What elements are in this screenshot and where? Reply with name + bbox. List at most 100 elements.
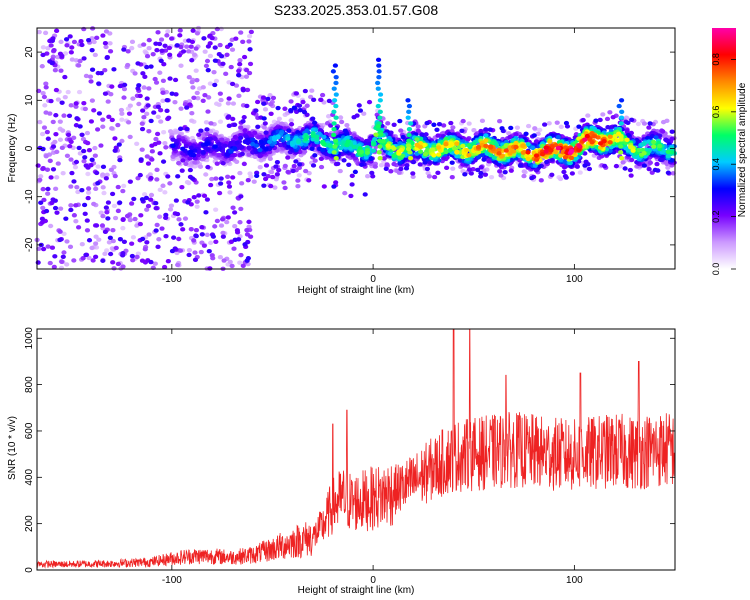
spectrogram-cell: [40, 52, 46, 58]
spectrogram-cell: [424, 120, 430, 126]
spectrogram-cell: [193, 46, 199, 51]
spectrogram-cell: [267, 139, 273, 144]
spectrogram-cell: [230, 175, 236, 180]
spectrogram-cell: [617, 164, 623, 169]
spectrogram-cell: [144, 64, 150, 70]
spectrogram-cell: [189, 58, 195, 63]
spectrogram-cell: [146, 37, 152, 43]
spectrogram-cell: [230, 101, 237, 106]
spectrogram-cell: [186, 252, 192, 258]
spectrogram-cell: [333, 80, 339, 86]
spectrogram-cell: [37, 119, 43, 125]
spectrogram-cell: [44, 167, 51, 172]
spectrogram-cell: [77, 124, 83, 129]
spectrogram-cell: [50, 167, 57, 172]
spectrogram-cell: [51, 264, 57, 270]
spectrogram-cell: [267, 149, 273, 155]
spectrogram-cell: [619, 109, 625, 115]
spectrogram-cell: [172, 99, 178, 105]
spectrogram-cell: [200, 98, 206, 103]
spectrogram-cell: [100, 172, 106, 177]
spectrogram-cell: [627, 167, 633, 173]
spectrogram-cell: [144, 207, 150, 212]
spectrogram-cell: [525, 142, 531, 147]
spectrogram-cell: [497, 118, 503, 124]
spectrogram-cell: [378, 163, 385, 168]
spectrogram-cell: [614, 138, 621, 143]
spectrogram-cell: [186, 38, 192, 43]
spectrogram-cell: [288, 118, 294, 123]
spectrogram-cell: [191, 238, 197, 243]
spectrogram-cell: [344, 122, 350, 128]
spectrogram-cell: [517, 163, 524, 168]
spectrogram-cell: [227, 42, 233, 47]
spectrogram-cell: [276, 116, 282, 121]
spectrogram-cell: [209, 253, 215, 258]
spectrogram-cell: [45, 136, 51, 141]
spectrogram-cell: [405, 143, 412, 148]
spectrogram-cell: [352, 169, 358, 175]
spectrogram-cell: [108, 167, 114, 173]
spectrogram-cell: [95, 164, 101, 169]
spectrogram-cell: [86, 238, 93, 243]
spectrogram-cell: [665, 165, 671, 170]
spectrogram-cell: [55, 97, 61, 102]
spectrogram-cell: [281, 180, 287, 185]
spectrogram-cell: [186, 180, 192, 186]
spectrogram-cell: [130, 235, 137, 240]
spectrogram-cell: [221, 258, 227, 263]
spectrogram-cell: [45, 244, 51, 249]
spectrogram-cell: [483, 133, 489, 138]
spectrogram-cell: [50, 144, 57, 149]
spectrogram-cell: [285, 136, 291, 141]
spectrogram-cell: [175, 262, 181, 268]
spectrogram-cell: [365, 173, 371, 179]
spectrogram-cell: [173, 92, 179, 97]
spectrogram-cell: [169, 248, 176, 254]
spectrogram-cell: [263, 139, 269, 144]
spectrogram-cell: [309, 88, 315, 93]
spectrogram-cell: [333, 92, 339, 97]
spectrogram-cell: [205, 44, 211, 49]
spectrogram-cell: [81, 148, 87, 154]
spectrogram-cell: [86, 186, 92, 191]
spectrogram-cell: [117, 237, 123, 242]
spectrogram-cell: [228, 140, 234, 146]
spectrogram-cell: [160, 183, 166, 188]
spectrogram-cell: [176, 53, 183, 58]
spectrogram-cell: [443, 136, 449, 142]
spectrogram-cell: [261, 172, 267, 177]
spectrogram-cell: [105, 99, 111, 104]
spectrogram-cell: [346, 162, 352, 167]
spectrogram-cell: [201, 243, 207, 248]
spectrogram-cell: [424, 166, 430, 172]
spectrogram-cell: [513, 144, 519, 150]
spectrogram-cell: [276, 167, 282, 173]
spectrogram-cell: [670, 171, 676, 176]
spectrogram-cell: [302, 88, 308, 94]
spectrogram-cell: [82, 211, 88, 217]
spectrogram-cell: [83, 73, 90, 79]
spectrogram-cell: [491, 155, 497, 160]
spectrogram-cell: [77, 58, 83, 64]
spectrogram-cell: [129, 45, 135, 51]
spectrogram-cell: [167, 207, 174, 212]
snr-y-tick-label: 600: [24, 422, 35, 439]
spectrogram-cell: [200, 149, 206, 155]
spectrogram-cell: [297, 107, 303, 113]
spectrogram-cell: [282, 106, 288, 111]
spectrogram-cell: [669, 129, 675, 134]
spectrogram-cell: [333, 180, 339, 185]
spectrogram-cell: [454, 149, 460, 155]
spectrogram-cell: [384, 162, 390, 167]
spectrogram-cell: [192, 257, 199, 262]
spectrogram-cell: [38, 200, 44, 205]
spectrogram-cell: [518, 134, 524, 140]
spectrogram-cell: [73, 101, 79, 106]
spectrogram-cell: [405, 146, 412, 152]
spectrogram-cell: [107, 49, 114, 54]
spectrogram-cell: [52, 198, 58, 203]
spectrogram-cell: [554, 120, 560, 125]
spectrogram-cell: [210, 234, 216, 239]
spectrogram-cell: [410, 159, 417, 165]
